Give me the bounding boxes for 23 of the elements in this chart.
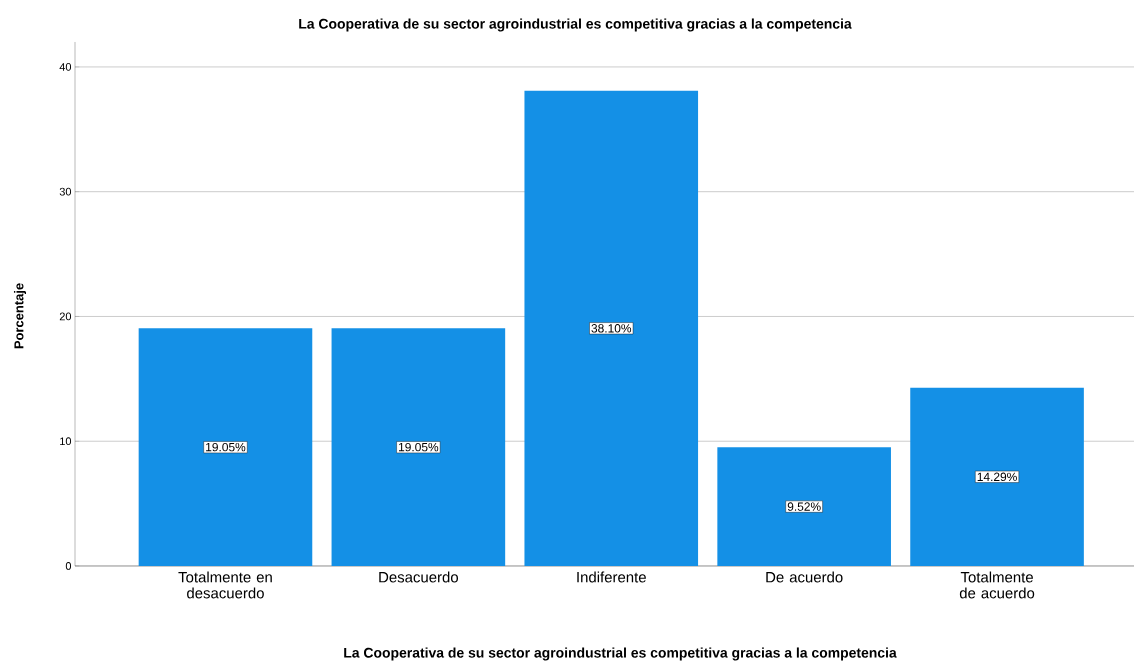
y-tick-label: 30 [59, 187, 72, 196]
data-label: 19.05% [206, 442, 246, 452]
y-tick-label: 20 [59, 312, 72, 321]
bar [138, 328, 313, 566]
y-tick-label: 0 [65, 562, 72, 570]
data-label: 38.10% [591, 324, 632, 333]
bar [331, 328, 506, 566]
chart-title: La Cooperativa de su sector agroindustrial es competitiva gracias a la competencia [299, 18, 852, 32]
data-label: 19.05% [399, 442, 439, 452]
x-tick-label: De acuerdo [766, 571, 843, 583]
bar [524, 90, 699, 566]
y-tick-label: 10 [60, 437, 72, 446]
bar [717, 447, 891, 566]
x-tick-label: Totalmente en desacuerdo [178, 571, 272, 599]
x-axis-title: La Cooperativa de su sector agroindustrial es competitiva gracias a la competencia [344, 647, 897, 661]
data-label: 9.52% [787, 502, 821, 511]
y-axis-title: Porcentaje [13, 283, 27, 349]
x-tick-label: Totalmente de acuerdo [959, 571, 1035, 599]
x-tick-label: Desacuerdo [379, 571, 459, 583]
y-tick-label: 40 [59, 63, 72, 71]
x-tick-label: Indiferente [577, 571, 646, 583]
bar [910, 387, 1084, 566]
data-label: 14.29% [977, 472, 1017, 482]
